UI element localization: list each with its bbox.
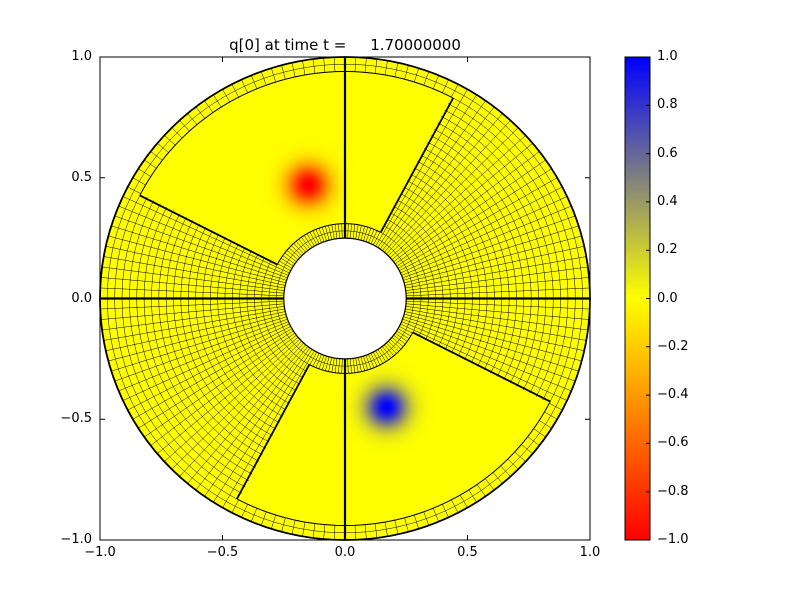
colorbar-tick-label: 0.2 xyxy=(657,242,678,258)
colorbar-tick-label: 0.4 xyxy=(657,193,678,209)
colorbar-tick-label: −1.0 xyxy=(657,532,689,547)
x-tick-label: 0.0 xyxy=(334,545,356,560)
colorbar-tick-label: −0.8 xyxy=(657,483,689,499)
y-tick-label: 1.0 xyxy=(71,49,92,64)
colorbar-tick-label: −0.4 xyxy=(657,387,689,403)
x-tick-label: 0.5 xyxy=(457,545,478,560)
y-tick-label: 0.0 xyxy=(71,290,92,306)
x-tick-label: −1.0 xyxy=(84,545,116,560)
colorbar-tick-label: 0.0 xyxy=(657,290,678,306)
chart-title: q[0] at time t = 1.70000000 xyxy=(229,36,461,54)
colorbar-tick-label: −0.6 xyxy=(657,435,689,451)
colorbar-tick-label: 1.0 xyxy=(657,49,678,64)
y-tick-label: 0.5 xyxy=(71,169,92,185)
x-tick-label: −0.5 xyxy=(206,545,239,560)
y-tick-label: −0.5 xyxy=(60,411,92,427)
y-tick-label: −1.0 xyxy=(60,532,92,547)
x-tick-label: 1.0 xyxy=(579,545,601,560)
colorbar-tick-label: 0.8 xyxy=(657,97,678,113)
colorbar-tick-label: −0.2 xyxy=(657,338,689,354)
colorbar-tick-label: 0.6 xyxy=(657,145,678,161)
